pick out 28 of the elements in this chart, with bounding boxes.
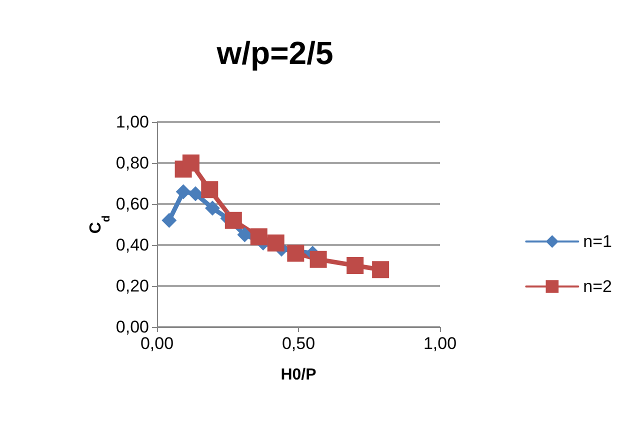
- y-tick-label: 0,60: [116, 194, 149, 214]
- legend-label: n=2: [583, 277, 612, 296]
- y-tick-label: 1,00: [116, 112, 149, 132]
- x-tick-label: 0,50: [282, 334, 316, 353]
- point: [310, 250, 327, 268]
- point: [182, 154, 200, 172]
- point: [224, 212, 242, 229]
- x-tick-label: 0,00: [140, 334, 174, 353]
- legend-label: n=1: [583, 232, 612, 251]
- point: [267, 234, 284, 252]
- x-tick-label: 1,00: [423, 334, 457, 353]
- chart-title: w/p=2/5: [216, 35, 334, 71]
- y-axis-title: Cd: [88, 215, 113, 234]
- y-tick-label: 0,40: [116, 236, 149, 254]
- point: [372, 261, 390, 278]
- point: [346, 257, 364, 274]
- y-tick-label: 0,80: [116, 154, 149, 172]
- point: [188, 186, 203, 202]
- point: [201, 181, 218, 198]
- point: [204, 200, 220, 216]
- y-tick-label: 0,20: [116, 276, 149, 296]
- point: [176, 184, 191, 200]
- point: [237, 227, 252, 242]
- x-axis-title: H0/P: [280, 366, 317, 384]
- point: [287, 244, 304, 262]
- y-tick-label: 0,00: [116, 318, 149, 336]
- point: [162, 212, 177, 228]
- point: [250, 228, 268, 246]
